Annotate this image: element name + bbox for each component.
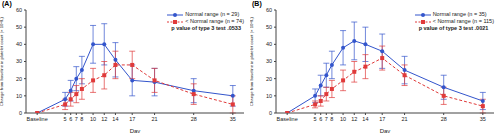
svg-text:20: 20 bbox=[16, 76, 22, 82]
svg-text:35: 35 bbox=[480, 116, 486, 122]
svg-text:Change from baseline in platel: Change from baseline in platelet count (… bbox=[250, 16, 254, 106]
svg-text:0: 0 bbox=[19, 110, 22, 116]
html-text:< Normal range (n = 74): < Normal range (n = 74) bbox=[185, 18, 244, 24]
svg-text:10: 10 bbox=[266, 93, 272, 99]
html-text:< Normal range (n = 115): < Normal range (n = 115) bbox=[432, 18, 494, 24]
svg-text:50: 50 bbox=[266, 24, 272, 30]
svg-text:0: 0 bbox=[269, 110, 272, 116]
svg-text:10: 10 bbox=[90, 116, 96, 122]
svg-text:6: 6 bbox=[69, 116, 72, 122]
svg-text:Day: Day bbox=[130, 128, 141, 133]
svg-text:60: 60 bbox=[266, 7, 272, 13]
svg-text:8: 8 bbox=[330, 116, 333, 122]
svg-text:14: 14 bbox=[362, 116, 368, 122]
svg-text:17: 17 bbox=[129, 116, 135, 122]
svg-text:35: 35 bbox=[230, 116, 236, 122]
svg-text:Baseline: Baseline bbox=[27, 116, 48, 122]
svg-text:40: 40 bbox=[16, 41, 22, 47]
svg-text:17: 17 bbox=[379, 116, 385, 122]
svg-text:30: 30 bbox=[16, 58, 22, 64]
svg-text:12: 12 bbox=[351, 116, 357, 122]
html-text:(B): (B) bbox=[252, 0, 262, 7]
svg-text:20: 20 bbox=[266, 76, 272, 82]
svg-text:6: 6 bbox=[319, 116, 322, 122]
svg-text:10: 10 bbox=[16, 93, 22, 99]
svg-text:Baseline: Baseline bbox=[277, 116, 298, 122]
html-text:(A): (A) bbox=[2, 0, 12, 7]
svg-text:Day: Day bbox=[380, 128, 391, 133]
svg-text:21: 21 bbox=[152, 116, 158, 122]
svg-text:30: 30 bbox=[266, 58, 272, 64]
html-text:Normal range (n = 35): Normal range (n = 35) bbox=[432, 11, 487, 17]
svg-text:28: 28 bbox=[191, 116, 197, 122]
svg-text:7: 7 bbox=[75, 116, 78, 122]
svg-text:5: 5 bbox=[64, 116, 67, 122]
html-text:p value of type 3 test .0021: p value of type 3 test .0021 bbox=[418, 25, 489, 31]
svg-text:14: 14 bbox=[112, 116, 118, 122]
svg-text:10: 10 bbox=[340, 116, 346, 122]
svg-text:8: 8 bbox=[80, 116, 83, 122]
svg-text:60: 60 bbox=[16, 7, 22, 13]
svg-text:40: 40 bbox=[266, 41, 272, 47]
html-text:p value of type 3 test .0533: p value of type 3 test .0533 bbox=[171, 25, 241, 31]
svg-text:50: 50 bbox=[16, 24, 22, 30]
svg-text:28: 28 bbox=[441, 116, 447, 122]
svg-text:12: 12 bbox=[101, 116, 107, 122]
svg-text:5: 5 bbox=[314, 116, 317, 122]
html-text:Normal range (n = 29): Normal range (n = 29) bbox=[185, 11, 240, 17]
svg-text:21: 21 bbox=[402, 116, 408, 122]
svg-text:7: 7 bbox=[325, 116, 328, 122]
